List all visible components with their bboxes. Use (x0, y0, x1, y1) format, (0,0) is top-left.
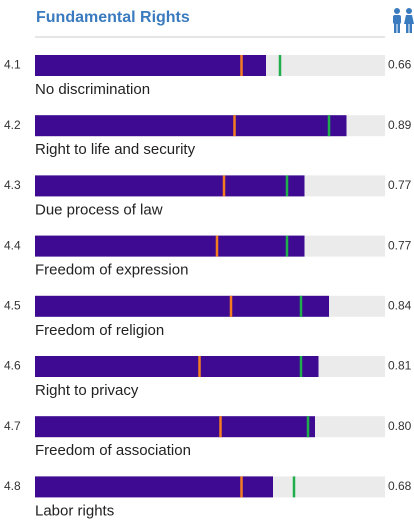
marker (285, 175, 289, 197)
marker (285, 235, 289, 257)
bar (35, 55, 266, 76)
category-label: Due process of law (35, 201, 163, 218)
row-code: 4.6 (4, 359, 21, 373)
marker (215, 235, 219, 257)
marker (229, 295, 233, 317)
people-icon (393, 8, 414, 33)
row-code: 4.7 (4, 419, 21, 433)
category-label: Freedom of association (35, 442, 191, 459)
bar (35, 175, 305, 197)
category-label: Labor rights (35, 502, 114, 519)
row-code: 4.2 (4, 118, 21, 132)
bar (35, 416, 315, 438)
value-label: 0.89 (388, 118, 412, 132)
marker (292, 476, 296, 498)
bar (35, 295, 329, 317)
value-label: 0.66 (388, 58, 412, 72)
row-code: 4.1 (4, 58, 21, 72)
row-code: 4.4 (4, 238, 21, 252)
value-label: 0.81 (388, 359, 412, 373)
value-label: 0.77 (388, 178, 412, 192)
marker (327, 115, 331, 137)
chart-title: Fundamental Rights (36, 9, 190, 26)
category-label: Freedom of religion (35, 322, 164, 339)
value-label: 0.84 (388, 298, 412, 312)
bar (35, 115, 347, 137)
bar (35, 235, 305, 257)
bar (35, 356, 319, 377)
category-label: No discrimination (35, 81, 150, 98)
bar (35, 476, 273, 498)
category-label: Right to privacy (35, 382, 139, 399)
value-label: 0.68 (388, 479, 412, 493)
marker (306, 416, 310, 438)
marker (240, 55, 243, 76)
row-code: 4.5 (4, 298, 21, 312)
marker (299, 295, 303, 317)
marker (233, 115, 236, 137)
row-code: 4.3 (4, 178, 21, 192)
marker (219, 416, 222, 438)
marker (222, 175, 226, 197)
marker (299, 356, 303, 377)
value-label: 0.77 (388, 238, 412, 252)
row-code: 4.8 (4, 479, 21, 493)
marker (198, 356, 201, 377)
value-label: 0.80 (388, 419, 412, 433)
category-label: Freedom of expression (35, 262, 188, 279)
marker (278, 55, 282, 76)
marker (240, 476, 243, 498)
category-label: Right to life and security (35, 141, 196, 158)
